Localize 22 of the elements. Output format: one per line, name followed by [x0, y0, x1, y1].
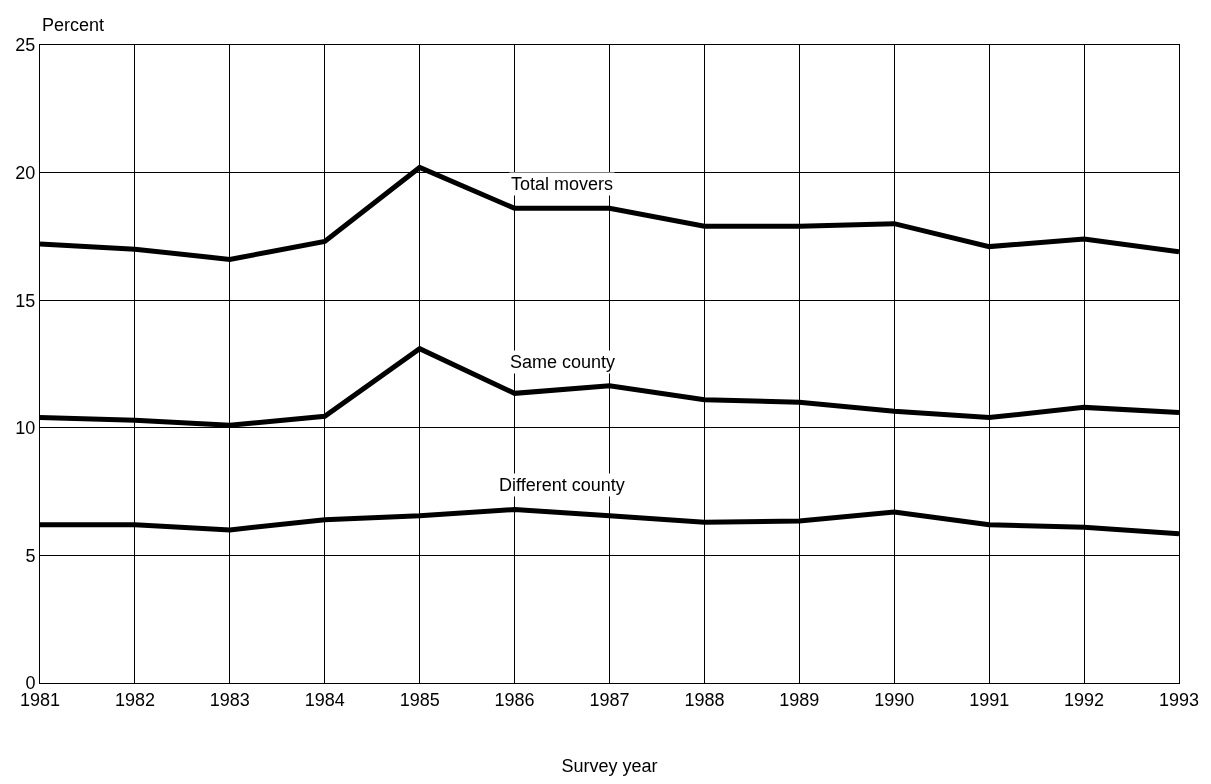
y-tick-label: 25: [15, 35, 36, 56]
x-axis-title: Survey year: [561, 755, 658, 776]
x-tick-label: 1984: [304, 689, 345, 710]
x-tick-label: 1982: [114, 689, 155, 710]
x-tick-label: 1986: [494, 689, 535, 710]
x-tick-label: 1989: [779, 689, 820, 710]
x-tick-label: 1988: [684, 689, 725, 710]
y-axis-title: Percent: [42, 15, 105, 35]
x-tick-label: 1987: [589, 689, 630, 710]
x-tick-label: 1991: [969, 689, 1010, 710]
x-tick-label: 1990: [874, 689, 915, 710]
y-tick-label: 5: [25, 545, 36, 566]
x-tick-label: 1993: [1158, 689, 1200, 710]
x-tick-label: 1985: [399, 689, 440, 710]
series-label: Different county: [499, 475, 625, 495]
series-label: Same county: [510, 352, 616, 372]
x-tick-label: 1983: [209, 689, 250, 710]
y-tick-label: 10: [15, 418, 36, 439]
x-tick-label: 1992: [1064, 689, 1105, 710]
y-tick-label: 20: [15, 162, 36, 183]
y-tick-label: 15: [15, 290, 36, 311]
series-label: Total movers: [511, 174, 614, 194]
